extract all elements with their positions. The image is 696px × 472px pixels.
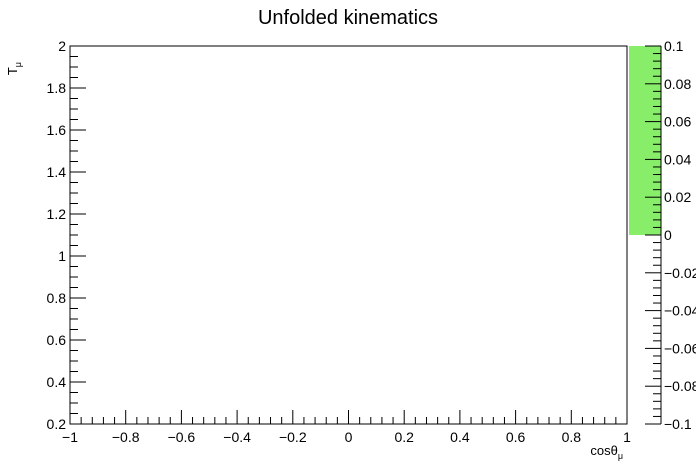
y-tick-label: 0.8	[47, 290, 67, 306]
y-tick-label: 1.6	[47, 122, 67, 138]
y-tick-label: 0.4	[47, 374, 67, 390]
x-axis-title-sub: μ	[618, 451, 623, 461]
x-tick-label: 0.2	[394, 429, 414, 445]
y-axis-title-base: T	[5, 67, 20, 75]
colorbar-tick-label: −0.08	[664, 378, 696, 394]
y-tick-label: 1	[58, 248, 66, 264]
colorbar-tick-label: −0.1	[664, 416, 692, 432]
y-tick-label: 0.2	[47, 416, 67, 432]
colorbar-tick-label: −0.04	[664, 303, 696, 319]
x-tick-label: 0.4	[450, 429, 470, 445]
y-axis-title-group: Tμ	[5, 62, 23, 75]
y-tick-label: 1.2	[47, 206, 67, 222]
x-tick-label: −1	[62, 429, 78, 445]
chart-title: Unfolded kinematics	[258, 7, 438, 29]
colorbar-tick-label: 0.06	[664, 114, 691, 130]
x-axis: −1 −0.8 −0.6 −0.4 −0.2 0 0.2 0.4 0.6 0.8 1	[62, 410, 631, 445]
y-tick-label: 1.8	[47, 80, 67, 96]
x-tick-label: 0	[345, 429, 353, 445]
colorbar-axis: 0.1 0.08 0.06 0.04 0.02 0 −0.02 −0.04 −0.06 −0.08…	[645, 38, 696, 432]
plot-frame	[69, 45, 628, 425]
x-tick-label: 1	[623, 429, 631, 445]
y-tick-label: 1.4	[47, 164, 67, 180]
colorbar-tick-label: −0.06	[664, 340, 696, 356]
x-axis-title-base: cosθ	[590, 443, 617, 458]
colorbar-tick-label: 0.04	[664, 151, 691, 167]
y-tick-label: 2	[58, 38, 66, 54]
x-tick-label: −0.2	[279, 429, 307, 445]
x-tick-label: −0.8	[112, 429, 140, 445]
y-tick-label: 0.6	[47, 332, 67, 348]
x-axis-title: cosθμ	[590, 443, 623, 461]
colorbar-tick-label: 0.1	[664, 38, 684, 54]
colorbar-fill	[629, 46, 661, 235]
colorbar-tick-label: 0.02	[664, 189, 691, 205]
colorbar-tick-label: 0	[664, 227, 672, 243]
y-axis-title-sub: μ	[13, 62, 23, 67]
y-axis: 0.2 0.4 0.6 0.8 1 1.2 1.4 1.6 1.8 2	[47, 38, 86, 432]
x-tick-label: −0.4	[223, 429, 251, 445]
x-tick-label: 0.8	[562, 429, 582, 445]
x-tick-label: 0.6	[506, 429, 526, 445]
y-axis-title: Tμ	[5, 62, 23, 75]
x-tick-label: −0.6	[168, 429, 196, 445]
colorbar-tick-label: 0.08	[664, 76, 691, 92]
colorbar-tick-label: −0.02	[664, 265, 696, 281]
